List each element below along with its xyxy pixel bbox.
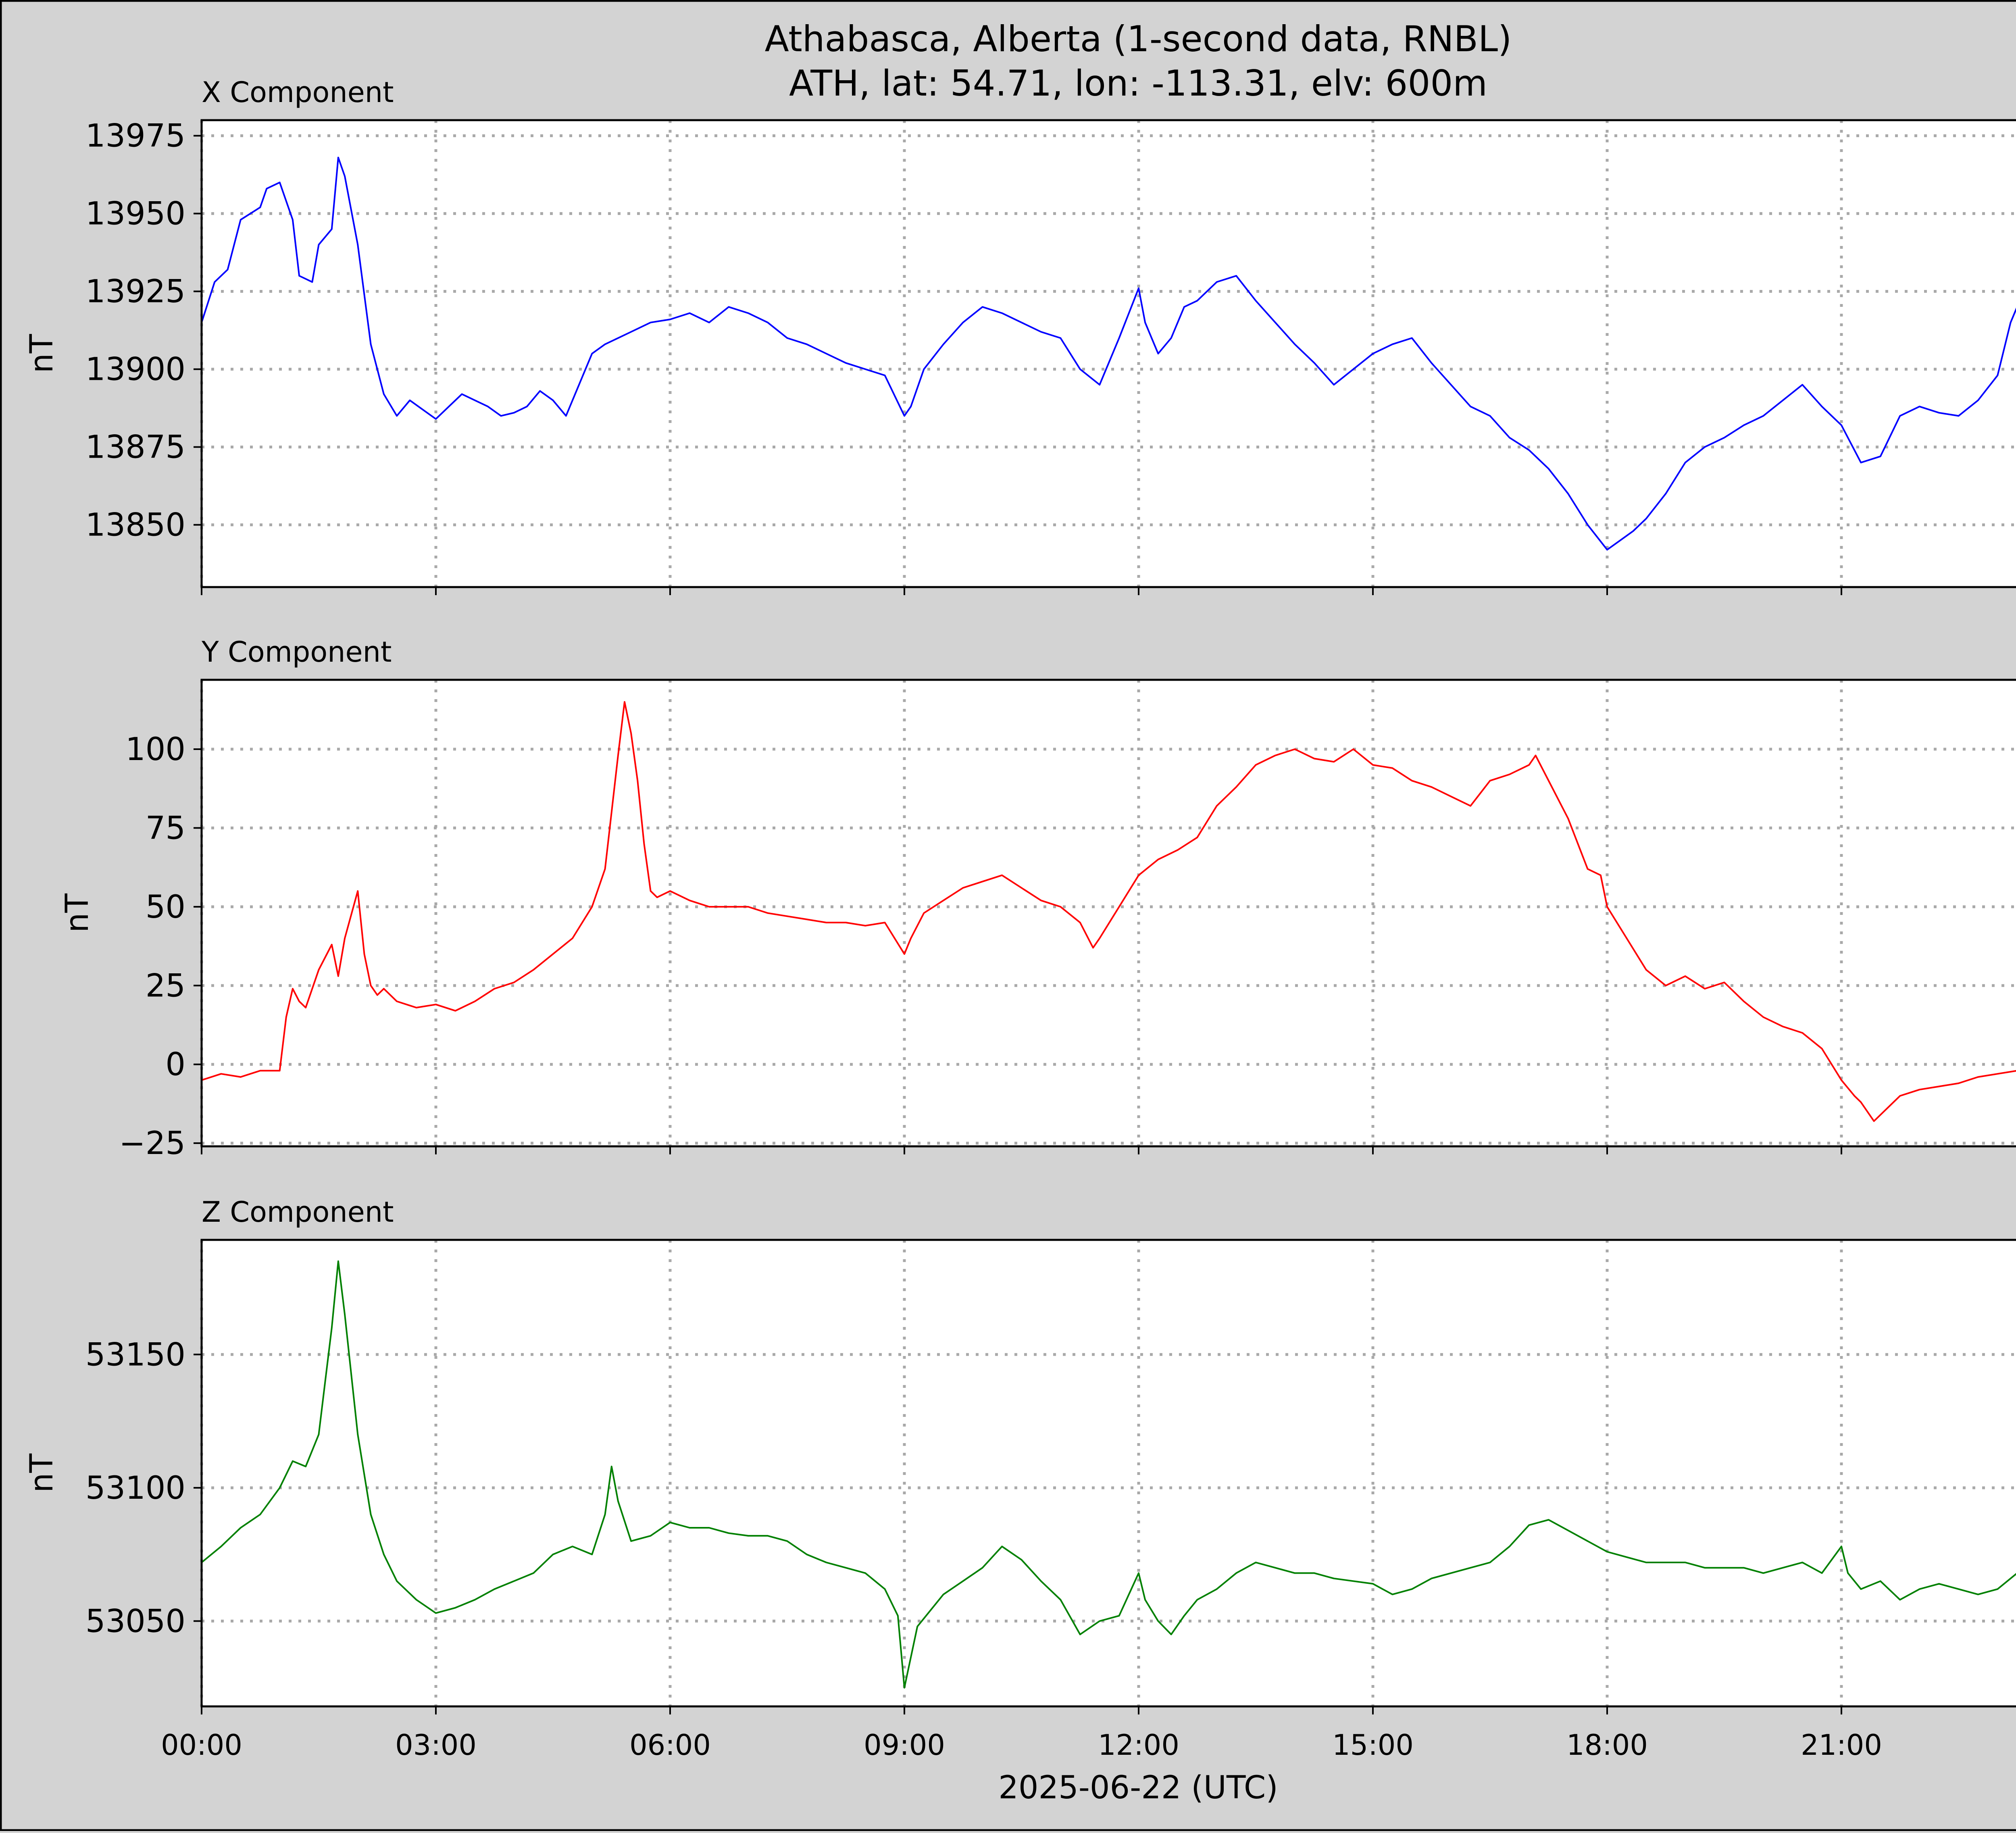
y-tick-label-y: 25 [146,968,185,1004]
y-axis-label-x: nT [24,334,60,373]
panels: 13850 13875 13900 13925 13950 13975 X Componen… [24,76,2016,1762]
y-tick-label-x: 13950 [85,196,185,232]
x-tick-label: 21:00 [1801,1729,1882,1762]
y-tick-label-y: 0 [165,1047,185,1083]
y-tick-label-z: 53150 [85,1337,185,1373]
x-tick-label: 12:00 [1098,1729,1179,1762]
panel-title-z: Z Component [202,1196,394,1229]
plot-area-x [202,120,2016,587]
figure-xlabel: 2025-06-22 (UTC) [998,1770,1278,1806]
series-line-y [201,701,2016,1122]
panel-y: −25 0 25 50 75 100 Y Component nT [59,635,2016,1162]
figure-title-line2: ATH, lat: 54.71, lon: -113.31, elv: 600m [789,62,1487,104]
y-tick-label-x: 13925 [85,274,185,310]
y-tick-label-y: −25 [119,1125,185,1162]
plot-area-z [202,1240,2016,1706]
series-line-x [201,156,2016,551]
panel-x: 13850 13875 13900 13925 13950 13975 X Componen… [24,76,2016,595]
y-tick-label-y: 75 [146,810,185,846]
panel-title-y: Y Component [201,635,392,669]
x-tick-label: 03:00 [395,1729,477,1762]
figure-title-line1: Athabasca, Alberta (1-second data, RNBL) [765,18,1512,60]
series-line-z [201,1260,2016,1689]
y-tick-label-z: 53100 [85,1470,185,1506]
y-axis-label-z: nT [24,1454,60,1493]
x-tick-label: 15:00 [1332,1729,1414,1762]
y-tick-label-x: 13975 [85,118,185,154]
plot-area-y [202,680,2016,1146]
plot-frame-y [200,679,2016,1148]
x-tick-label: 06:00 [629,1729,711,1762]
y-tick-label-x: 13875 [85,429,185,466]
x-tick-label: 09:00 [864,1729,945,1762]
x-tick-label: 00:00 [161,1729,242,1762]
plot-frame-x [200,119,2016,588]
y-axis-label-y: nT [59,894,96,933]
panel-z: 00:00 03:00 06:00 09:00 12:00 15:00 18:00 21:00… [24,1196,2016,1762]
plot-frame-z [200,1239,2016,1708]
y-tick-label-x: 13850 [85,507,185,544]
y-tick-label-y: 100 [125,731,185,768]
y-tick-label-z: 53050 [85,1603,185,1639]
panel-title-x: X Component [202,76,394,109]
x-tick-label: 18:00 [1566,1729,1648,1762]
y-tick-label-y: 50 [146,889,185,925]
y-tick-label-x: 13900 [85,352,185,388]
